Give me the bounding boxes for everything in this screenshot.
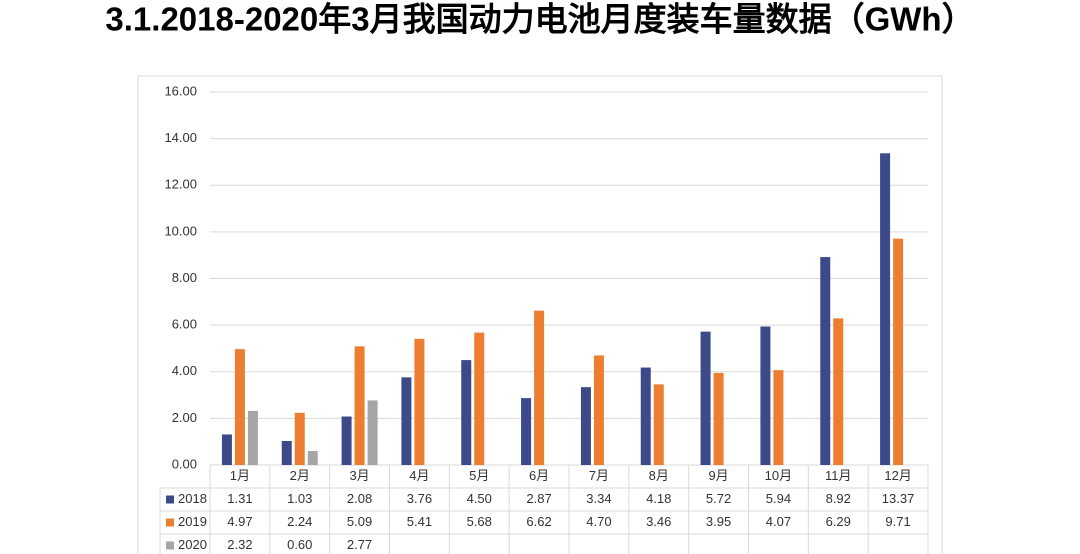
y-tick-label: 10.00: [164, 223, 197, 238]
data-label: 0.60: [287, 537, 312, 552]
bar: [760, 326, 771, 465]
legend-label: 2018: [178, 491, 207, 506]
data-label: 3.34: [586, 491, 611, 506]
x-tick-label: 10月: [765, 468, 792, 483]
legend-swatch: [166, 541, 174, 550]
data-label: 9.71: [885, 514, 910, 529]
x-tick-label: 7月: [589, 468, 609, 483]
x-tick-label: 12月: [884, 468, 911, 483]
data-label: 8.92: [826, 491, 851, 506]
x-tick-label: 1月: [230, 468, 250, 483]
data-label: 5.09: [347, 514, 372, 529]
data-label: 5.72: [706, 491, 731, 506]
bar: [354, 346, 365, 465]
legend-swatch: [166, 518, 174, 527]
y-tick-label: 16.00: [164, 83, 197, 98]
x-tick-label: 3月: [349, 468, 369, 483]
data-label: 3.95: [706, 514, 731, 529]
bar: [534, 310, 545, 465]
bar: [281, 440, 292, 465]
data-label: 4.18: [646, 491, 671, 506]
bar: [833, 318, 844, 465]
y-tick-label: 0.00: [172, 456, 197, 471]
data-label: 6.62: [526, 514, 551, 529]
data-label: 13.37: [882, 491, 915, 506]
bar: [341, 416, 352, 465]
bar: [640, 367, 651, 465]
bar: [461, 360, 472, 465]
bar: [700, 331, 711, 465]
data-label: 2.24: [287, 514, 312, 529]
bar: [593, 355, 604, 465]
data-label: 4.70: [586, 514, 611, 529]
bar: [521, 398, 532, 465]
bar: [234, 349, 245, 465]
bar: [401, 377, 412, 465]
data-label: 2.77: [347, 537, 372, 552]
y-tick-label: 14.00: [164, 130, 197, 145]
y-tick-label: 8.00: [172, 270, 197, 285]
data-label: 3.76: [407, 491, 432, 506]
bar: [820, 257, 831, 465]
data-label: 4.07: [766, 514, 791, 529]
data-label: 4.97: [227, 514, 252, 529]
bar: [221, 434, 232, 465]
data-label: 2.08: [347, 491, 372, 506]
bar: [307, 451, 318, 465]
data-label: 2.87: [526, 491, 551, 506]
x-tick-label: 4月: [409, 468, 429, 483]
bar: [474, 332, 485, 465]
x-tick-label: 11月: [825, 468, 852, 483]
data-label: 5.94: [766, 491, 791, 506]
y-tick-label: 6.00: [172, 317, 197, 332]
data-label: 3.46: [646, 514, 671, 529]
bar: [294, 412, 305, 465]
bar: [580, 387, 591, 465]
y-tick-label: 4.00: [172, 363, 197, 378]
bar: [713, 372, 724, 465]
bar: [367, 400, 378, 465]
bar: [653, 384, 664, 465]
data-label: 2.32: [227, 537, 252, 552]
chart-title: 3.1.2018-2020年3月我国动力电池月度装车量数据（GWh）: [105, 1, 974, 38]
legend-label: 2019: [178, 514, 207, 529]
x-tick-label: 6月: [529, 468, 549, 483]
bar: [893, 238, 904, 465]
y-tick-label: 2.00: [172, 410, 197, 425]
bar: [247, 410, 258, 465]
legend-swatch: [166, 495, 174, 504]
x-tick-label: 2月: [290, 468, 310, 483]
data-label: 1.03: [287, 491, 312, 506]
data-label: 1.31: [227, 491, 252, 506]
data-label: 4.50: [467, 491, 492, 506]
x-tick-label: 8月: [649, 468, 669, 483]
y-tick-label: 12.00: [164, 177, 197, 192]
bar: [414, 338, 425, 465]
data-label: 5.41: [407, 514, 432, 529]
data-label: 5.68: [467, 514, 492, 529]
x-tick-label: 9月: [708, 468, 728, 483]
bar: [773, 370, 784, 465]
bar: [880, 153, 891, 465]
data-label: 6.29: [826, 514, 851, 529]
legend-label: 2020: [178, 537, 207, 552]
x-tick-label: 5月: [469, 468, 489, 483]
